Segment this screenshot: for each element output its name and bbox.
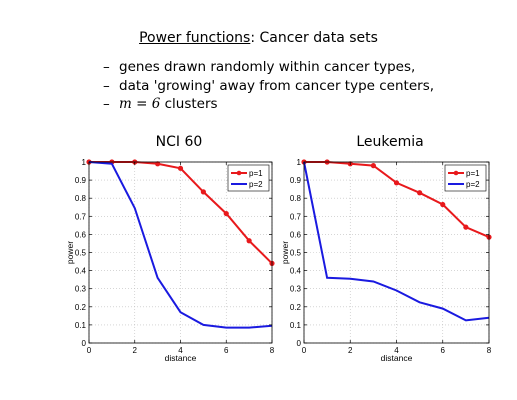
- legend-marker: [236, 170, 242, 176]
- data-point: [223, 210, 229, 217]
- x-tick-label: 4: [394, 346, 399, 355]
- y-tick-label: 0.8: [75, 194, 87, 203]
- data-point: [393, 180, 400, 186]
- bullet-item: – data 'growing' away from cancer type ce…: [103, 77, 434, 96]
- legend-box: [444, 164, 487, 192]
- slide-title-underlined: Power functions: [139, 30, 251, 46]
- y-tick-label: 0.4: [290, 267, 302, 276]
- data-point: [200, 189, 206, 195]
- legend-label: p=2: [249, 180, 263, 189]
- y-tick-label: 0.9: [290, 176, 302, 185]
- series-line-p2: [88, 161, 273, 329]
- y-tick-label: 0.1: [290, 321, 302, 330]
- y-axis-label: power: [280, 241, 290, 264]
- y-tick-label: 0.6: [290, 230, 302, 239]
- y-tick-label: 0: [82, 339, 87, 348]
- bullet-dash: –: [103, 96, 110, 112]
- bullet-text: data 'growing' away from cancer type cen…: [119, 77, 435, 94]
- x-axis-label: distance: [165, 353, 197, 363]
- y-tick-label: 0.2: [290, 303, 302, 312]
- y-tick-label: 0.3: [75, 285, 87, 294]
- legend-label: p=1: [466, 169, 480, 178]
- y-tick-label: 0.5: [290, 249, 302, 258]
- bullet-text: genes drawn randomly within cancer types…: [119, 59, 416, 75]
- y-tick-label: 0.1: [75, 321, 87, 330]
- y-tick-label: 0.8: [290, 194, 302, 203]
- series-line-p2: [303, 161, 490, 322]
- legend-box: [227, 164, 270, 192]
- y-axis-label: power: [65, 241, 75, 264]
- x-axis-label: distance: [381, 353, 413, 363]
- data-point: [177, 165, 184, 171]
- data-point: [155, 161, 161, 167]
- y-tick-label: 0.4: [75, 267, 87, 276]
- y-tick-label: 0.3: [290, 285, 302, 294]
- y-tick-label: 0.5: [75, 249, 87, 258]
- legend-label: p=2: [466, 180, 480, 189]
- data-point: [246, 238, 252, 244]
- chart-nci60: 0 0.1 0.2 0.3 0.4 0.5 0.6 0.7 0.8 0.9 1 0 2 4 6 8 distan…: [65, 158, 275, 363]
- cluster-count-formula: m = 6: [119, 96, 161, 112]
- x-tick-label: 8: [270, 346, 275, 355]
- data-point: [417, 190, 423, 196]
- data-point: [370, 163, 376, 169]
- y-tick-label: 1: [297, 158, 302, 167]
- chart-title-nci60: NCI 60: [155, 134, 203, 150]
- x-tick-label: 0: [302, 346, 307, 355]
- chart-leukemia: 0 0.1 0.2 0.3 0.4 0.5 0.6 0.7 0.8 0.9 1 0 2 4 6 8 distan…: [280, 158, 492, 363]
- x-tick-label: 6: [224, 346, 229, 355]
- slide-title-rest: : Cancer data sets: [250, 30, 378, 46]
- x-tick-label: 4: [178, 346, 183, 355]
- slide-title: Power functions: Cancer data sets: [0, 30, 517, 46]
- bullet-dash: –: [103, 59, 110, 75]
- legend-marker: [453, 170, 459, 176]
- bullet-dash: –: [103, 77, 110, 94]
- data-point: [463, 224, 469, 230]
- legend-label: p=1: [249, 169, 263, 178]
- x-tick-label: 2: [133, 346, 138, 355]
- x-tick-label: 0: [87, 346, 92, 355]
- bullet-list: – genes drawn randomly within cancer type…: [103, 58, 434, 114]
- x-tick-label: 8: [487, 346, 492, 355]
- data-point: [440, 201, 446, 208]
- y-tick-label: 0.2: [75, 303, 87, 312]
- y-tick-label: 0: [297, 339, 302, 348]
- x-tick-label: 2: [348, 346, 353, 355]
- x-tick-label: 6: [441, 346, 446, 355]
- y-tick-label: 0.7: [75, 212, 87, 221]
- bullet-item: – m = 6 clusters: [103, 95, 434, 114]
- bullet-item: – genes drawn randomly within cancer type…: [103, 58, 434, 77]
- y-tick-label: 1: [82, 158, 87, 167]
- y-tick-label: 0.6: [75, 230, 87, 239]
- bullet-text: clusters: [160, 96, 218, 112]
- y-tick-label: 0.7: [290, 212, 302, 221]
- chart-title-leukemia: Leukemia: [356, 134, 424, 150]
- y-tick-label: 0.9: [75, 176, 87, 185]
